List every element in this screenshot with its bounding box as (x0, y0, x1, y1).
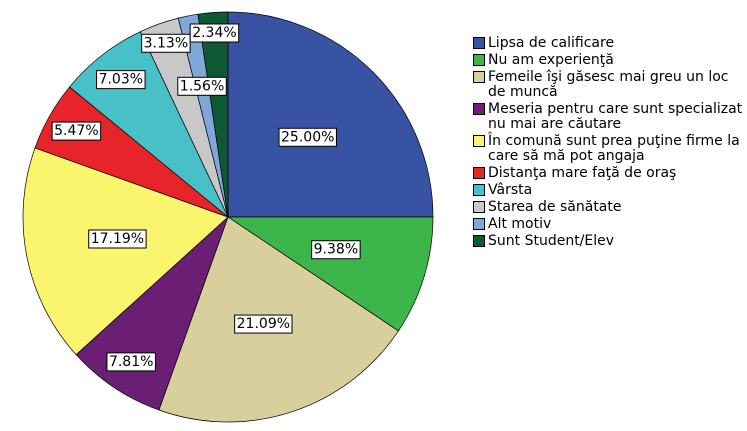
value-label-box (96, 70, 146, 90)
legend-swatch (473, 235, 485, 247)
legend-item: Lipsa de calificare (473, 36, 745, 51)
pie-slice (22, 147, 229, 356)
value-label: 5.47% (54, 123, 98, 139)
legend-label: Distanţa mare faţă de oraş (488, 165, 677, 181)
value-label-box (106, 352, 156, 372)
value-label: 7.81% (109, 354, 153, 370)
value-label-box (88, 229, 147, 249)
legend-swatch (473, 184, 485, 196)
legend-item: Distanţa mare faţă de oraş (473, 166, 745, 181)
legend-label: Lipsa de calificare (488, 35, 615, 51)
value-label-box (51, 121, 102, 141)
legend-swatch (473, 54, 485, 66)
pie-slice (227, 11, 434, 218)
value-label-box (311, 240, 361, 260)
legend-swatch (473, 218, 485, 230)
value-label-box (234, 314, 293, 334)
value-label: 1.56% (180, 78, 224, 94)
value-label: 7.03% (99, 72, 143, 88)
legend-label: Alt motiv (488, 216, 552, 232)
legend-label: În comună sunt prea puţine firme la care… (488, 133, 740, 164)
legend-label: Starea de sănătate (488, 199, 622, 215)
legend-item: Nu am experienţă (473, 53, 745, 68)
value-label: 2.34% (192, 25, 236, 41)
value-label-box (141, 33, 191, 53)
legend-swatch (473, 71, 485, 83)
legend-label: Nu am experienţă (488, 52, 614, 68)
value-label: 25.00% (281, 129, 334, 145)
chart: 25.00% 9.38% 21.09% 7.81% 17.19% 5.47% 7.03% 3.… (22, 11, 434, 423)
value-label: 3.13% (144, 35, 188, 51)
legend: Lipsa de calificare Nu am experienţă Femei… (473, 36, 745, 251)
legend-label: Vârsta (488, 182, 533, 198)
value-label-box (278, 127, 337, 147)
pie-slice (197, 11, 229, 218)
legend-item: În comună sunt prea puţine firme la care… (473, 134, 745, 164)
pie-slice (226, 216, 434, 332)
legend-item: Alt motiv (473, 217, 745, 232)
legend-swatch (473, 103, 485, 115)
legend-item: Femeile îşi găsesc mai greu un loc de mu… (473, 70, 745, 100)
legend-label: Meseria pentru care sunt specializat nu … (488, 101, 743, 132)
legend-item: Starea de sănătate (473, 200, 745, 215)
legend-item: Sunt Student/Elev (473, 234, 745, 249)
value-label-box (177, 76, 227, 96)
value-label-box (189, 23, 240, 43)
legend-item: Vârsta (473, 183, 745, 198)
legend-item: Meseria pentru care sunt specializat nu … (473, 102, 745, 132)
legend-swatch (473, 201, 485, 213)
value-label: 9.38% (314, 242, 358, 258)
legend-label: Sunt Student/Elev (488, 233, 615, 249)
value-label: 21.09% (237, 316, 290, 332)
value-label: 17.19% (91, 231, 144, 247)
legend-swatch (473, 135, 485, 147)
legend-label: Femeile îşi găsesc mai greu un loc de mu… (488, 69, 729, 100)
legend-swatch (473, 167, 485, 179)
legend-swatch (473, 37, 485, 49)
